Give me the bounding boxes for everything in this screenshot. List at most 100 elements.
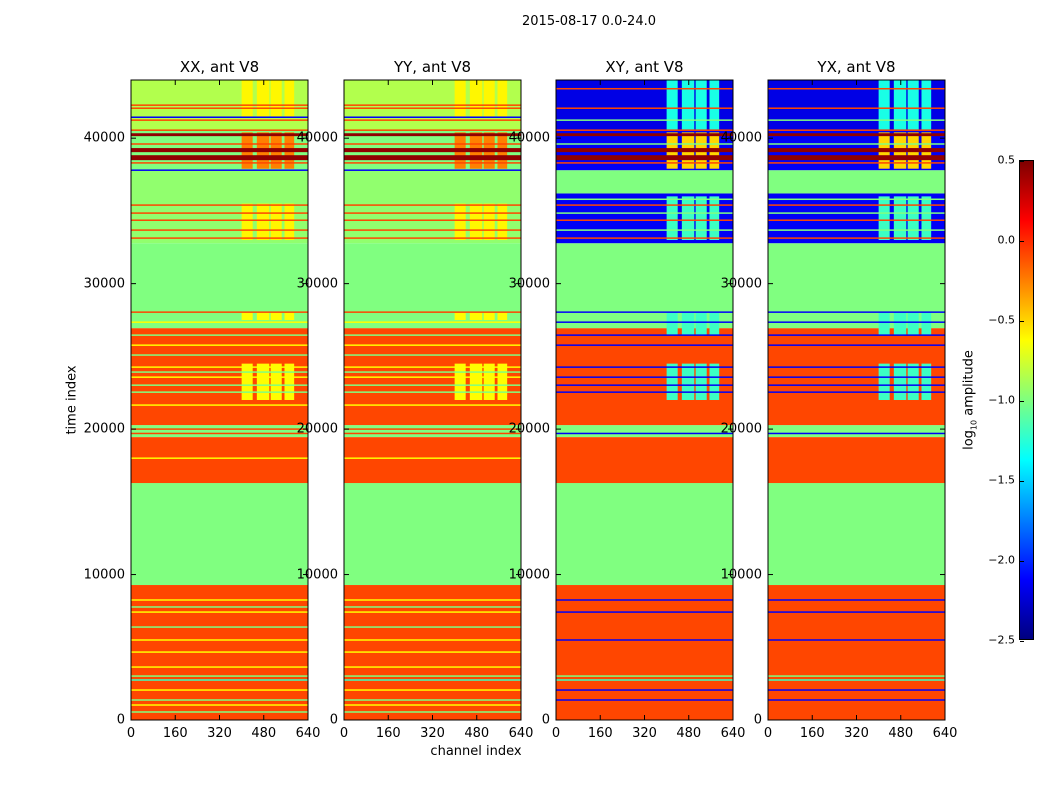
heatmap-line — [131, 104, 308, 106]
heatmap-line — [556, 237, 733, 239]
heatmap-line — [768, 384, 945, 386]
heatmap-line — [768, 143, 945, 145]
heatmap-patch — [241, 203, 253, 240]
heatmap-line — [556, 311, 733, 313]
heatmap — [767, 79, 946, 721]
x-tick-label: 640 — [932, 726, 958, 741]
heatmap-patch — [469, 80, 483, 117]
heatmap-line — [131, 699, 308, 701]
heatmap-line — [344, 162, 521, 164]
heatmap-patch — [284, 312, 295, 320]
heatmap-patch — [241, 312, 253, 320]
heatmap-patch — [284, 203, 295, 240]
heatmap-patch — [497, 312, 508, 320]
heatmap-line — [768, 344, 945, 346]
heatmap-line — [131, 116, 308, 118]
heatmap-line — [344, 651, 521, 653]
heatmap-patch — [270, 363, 282, 400]
colorbar — [1019, 160, 1034, 642]
y-tick-label: 10000 — [720, 567, 762, 583]
colorbar-tick-mark — [1020, 641, 1024, 642]
heatmap-patch — [709, 312, 720, 335]
heatmap-line — [556, 376, 733, 378]
heatmap-line — [344, 626, 521, 628]
heatmap-line — [131, 457, 308, 459]
heatmap-patch — [454, 312, 466, 320]
heatmap-line — [556, 107, 733, 109]
heatmap-line — [131, 376, 308, 378]
x-tick-label: 480 — [888, 726, 914, 741]
heatmap-patch — [270, 203, 282, 240]
heatmap-line — [768, 229, 945, 231]
heatmap-band — [768, 170, 945, 194]
heatmap-line — [131, 651, 308, 653]
heatmap-patch — [241, 363, 253, 400]
panel-title: XY, ant V8 — [605, 58, 684, 76]
y-tick-label: 0 — [329, 712, 338, 728]
heatmap-line — [768, 366, 945, 368]
y-tick-label: 30000 — [296, 276, 338, 292]
y-tick-label: 20000 — [296, 421, 338, 437]
heatmap-line — [131, 219, 308, 221]
heatmap-line — [768, 219, 945, 221]
heatmap-patch — [907, 196, 919, 240]
heatmap-band — [556, 133, 733, 137]
heatmap-line — [556, 204, 733, 206]
heatmap-line — [344, 404, 521, 406]
heatmap-line — [556, 599, 733, 601]
heatmap-line — [344, 606, 521, 608]
y-tick-label: 10000 — [83, 567, 125, 583]
heatmap-band — [556, 243, 733, 313]
heatmap-line — [131, 143, 308, 145]
heatmap-line — [344, 311, 521, 313]
heatmap-line — [556, 675, 733, 677]
heatmap-patch — [878, 363, 890, 400]
heatmap-line — [556, 679, 733, 681]
heatmap-line — [131, 129, 308, 131]
heatmap-patch — [709, 363, 720, 400]
heatmap-band — [131, 148, 308, 153]
x-tick-label: 0 — [126, 726, 136, 741]
heatmap-line — [556, 391, 733, 393]
x-axis-label: channel index — [430, 744, 522, 759]
x-tick-label: 320 — [844, 726, 869, 741]
heatmap-line — [344, 675, 521, 677]
heatmap-line — [556, 129, 733, 131]
heatmap-band — [556, 425, 733, 438]
x-tick-label: 640 — [720, 726, 746, 741]
heatmap-line — [344, 169, 521, 171]
x-tick-label: 0 — [763, 726, 773, 741]
heatmap-line — [344, 432, 521, 435]
heatmap-line — [131, 366, 308, 368]
heatmap-line — [344, 104, 521, 106]
x-tick-label: 0 — [339, 726, 349, 741]
x-tick-label: 160 — [375, 726, 401, 741]
heatmap-line — [768, 334, 945, 336]
heatmap-line — [768, 689, 945, 691]
heatmap-patch — [666, 363, 678, 400]
heatmap-line — [344, 376, 521, 378]
heatmap-patch — [681, 196, 695, 240]
x-tick-label: 480 — [676, 726, 702, 741]
heatmap-patch — [709, 80, 720, 130]
heatmap-line — [556, 699, 733, 701]
heatmap-line — [768, 311, 945, 313]
heatmap-line — [131, 371, 308, 373]
heatmap-line — [131, 204, 308, 206]
heatmap-line — [131, 212, 308, 214]
y-tick-label: 40000 — [508, 130, 550, 146]
heatmap-line — [344, 334, 521, 336]
y-tick-label: 30000 — [720, 276, 762, 292]
heatmap-line — [344, 384, 521, 386]
heatmap-line — [131, 344, 308, 346]
heatmap-line — [344, 344, 521, 346]
heatmap-line — [768, 376, 945, 378]
heatmap-band — [344, 437, 521, 484]
heatmap-line — [131, 404, 308, 406]
heatmap-line — [768, 129, 945, 131]
heatmap-band — [344, 483, 521, 586]
x-tick-label: 320 — [632, 726, 657, 741]
heatmap-line — [768, 321, 945, 323]
y-tick-label: 0 — [753, 712, 762, 728]
heatmap-line — [131, 666, 308, 668]
